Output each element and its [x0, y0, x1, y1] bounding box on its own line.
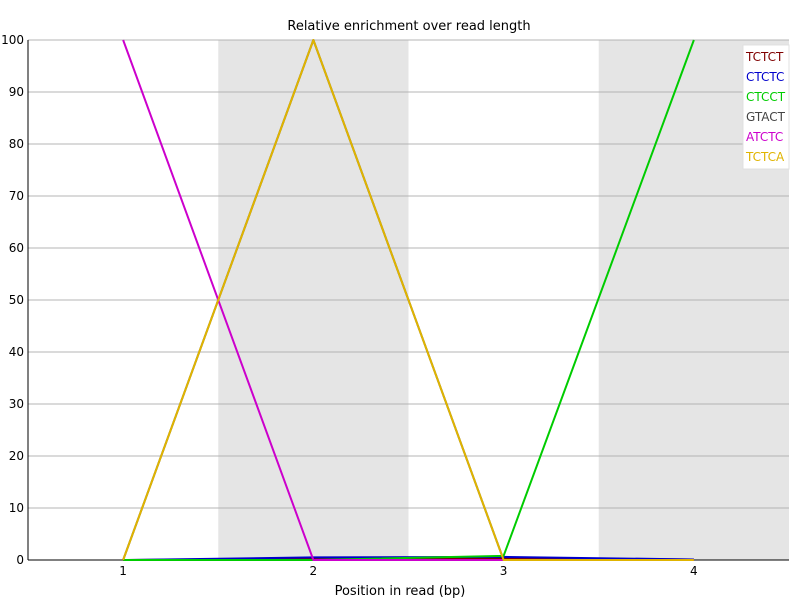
legend-entry: GTACT: [746, 110, 786, 124]
y-tick-label: 70: [9, 189, 24, 203]
y-tick-label: 80: [9, 137, 24, 151]
y-tick-label: 60: [9, 241, 24, 255]
y-tick-label: 0: [16, 553, 24, 567]
legend-entry: CTCCT: [746, 90, 786, 104]
series-line-ctcct: [123, 39, 695, 561]
series-line-tctca: [122, 39, 694, 561]
legend: TCTCT CTCTC CTCCT GTACT ATCTC TCTCA: [742, 44, 790, 170]
y-tick-label: 10: [9, 501, 24, 515]
y-tick-label: 50: [9, 293, 24, 307]
legend-entry: TCTCT: [745, 50, 784, 64]
x-tick-label: 3: [500, 564, 508, 578]
y-tick-label: 90: [9, 85, 24, 99]
y-tick-label: 20: [9, 449, 24, 463]
y-tick-label: 100: [1, 33, 24, 47]
legend-entry: ATCTC: [746, 130, 783, 144]
x-tick-label: 1: [119, 564, 127, 578]
chart-title: Relative enrichment over read length: [287, 19, 530, 34]
series-lines: [122, 39, 695, 561]
x-axis-label: Position in read (bp): [335, 584, 466, 599]
legend-box: [742, 44, 790, 170]
x-tick-labels: 1 2 3 4: [119, 564, 697, 578]
x-tick-label: 2: [310, 564, 318, 578]
x-tick-label: 4: [690, 564, 698, 578]
y-tick-labels: 0 10 20 30 40 50 60 70 80 90 100: [1, 33, 24, 567]
legend-entry: CTCTC: [746, 70, 784, 84]
legend-entry: TCTCA: [745, 150, 785, 164]
y-tick-label: 30: [9, 397, 24, 411]
y-tick-label: 40: [9, 345, 24, 359]
grid-lines: [28, 39, 789, 561]
